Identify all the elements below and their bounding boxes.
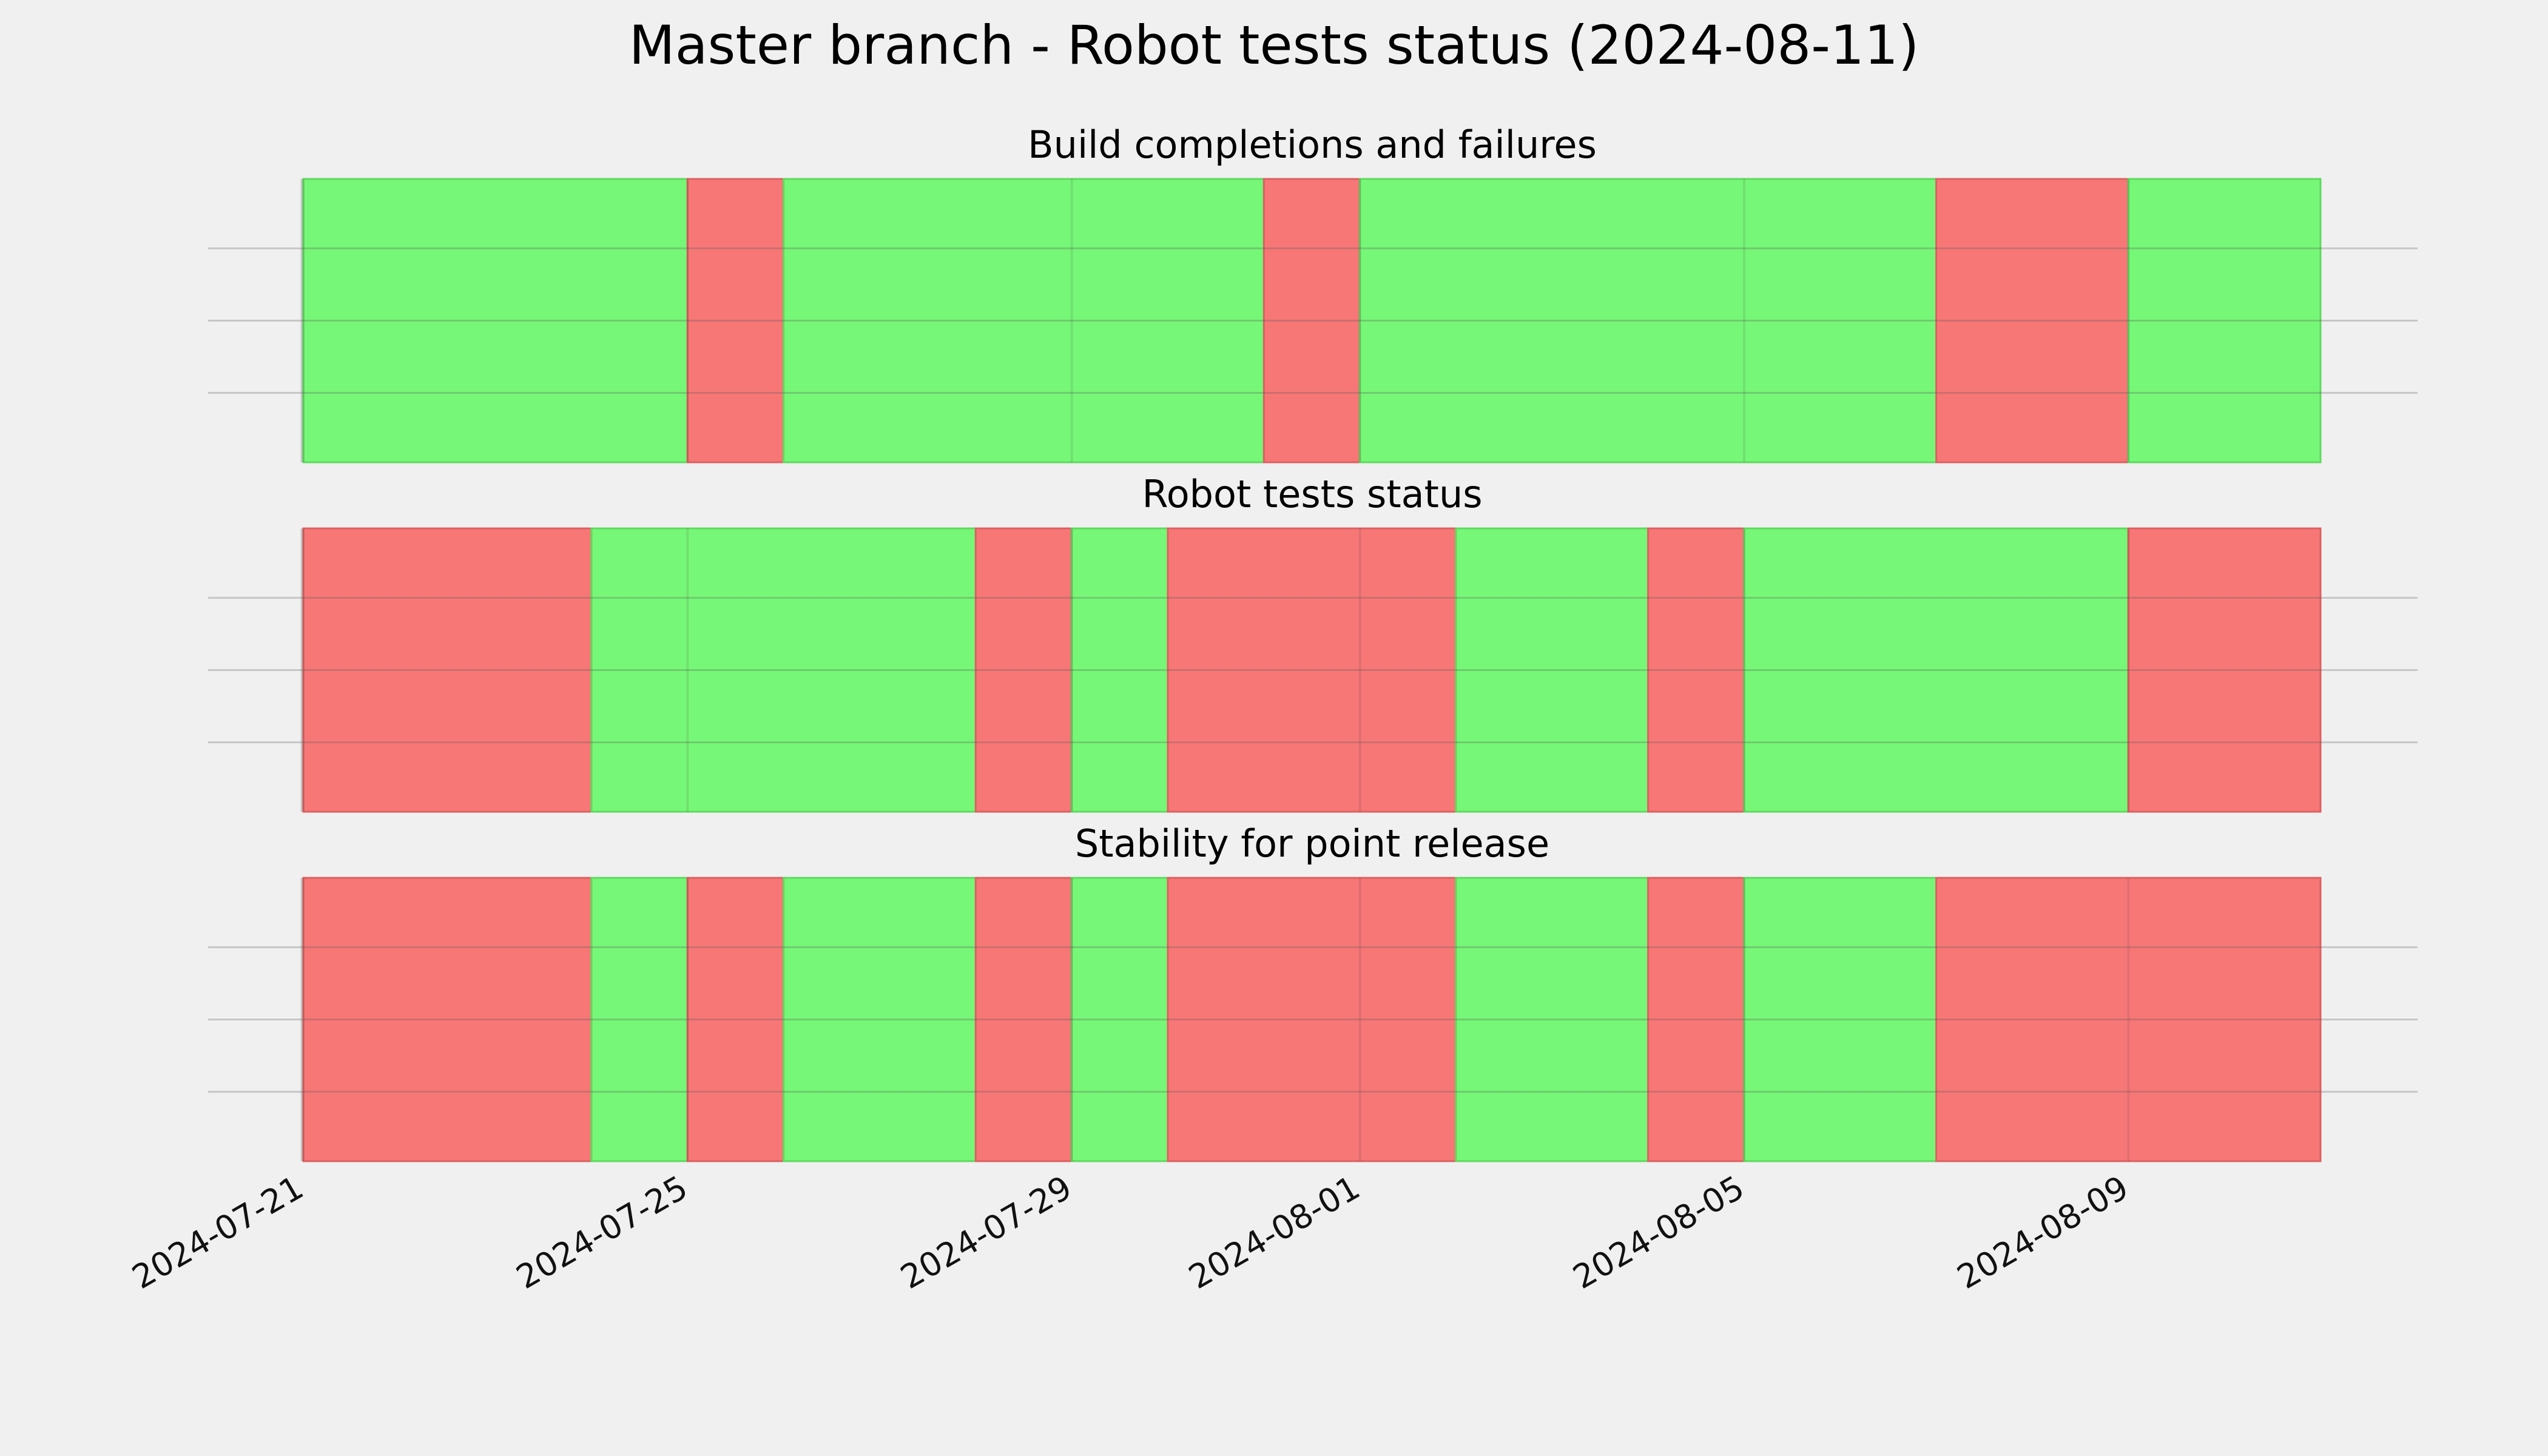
fail-segment [302,527,593,813]
chart-title: Master branch - Robot tests status (2024… [629,14,1919,76]
fail-segment [302,877,593,1162]
panels-layer: Build completions and failures Robot test… [208,123,2418,1162]
pass-segment [590,877,689,1162]
fail-segment [974,877,1073,1162]
fail-segment [1167,877,1457,1162]
pass-segment [1071,527,1169,813]
pass-segment [1071,877,1169,1162]
pass-segment [302,178,689,463]
fail-segment [1935,877,2322,1162]
pass-segment [1455,877,1650,1162]
pass-segment [1743,527,2129,813]
pass-segment [783,877,977,1162]
fail-segment [1647,877,1745,1162]
fail-segment [1647,527,1745,813]
panel-title: Stability for point release [1075,821,1549,866]
fail-segment [974,527,1073,813]
panel-title: Build completions and failures [1028,123,1597,167]
pass-segment [1359,178,1938,463]
pass-segment [2127,178,2322,463]
pass-segment [1743,877,1938,1162]
panel-2: Robot tests status [208,472,2418,813]
pass-segment [590,527,977,813]
panel-1: Build completions and failures [208,123,2418,463]
pass-segment [783,178,1265,463]
panel-3: Stability for point release [208,821,2418,1162]
panel-title: Robot tests status [1142,472,1482,516]
fail-segment [2127,527,2322,813]
fail-segment [1262,178,1361,463]
fail-segment [1935,178,2129,463]
